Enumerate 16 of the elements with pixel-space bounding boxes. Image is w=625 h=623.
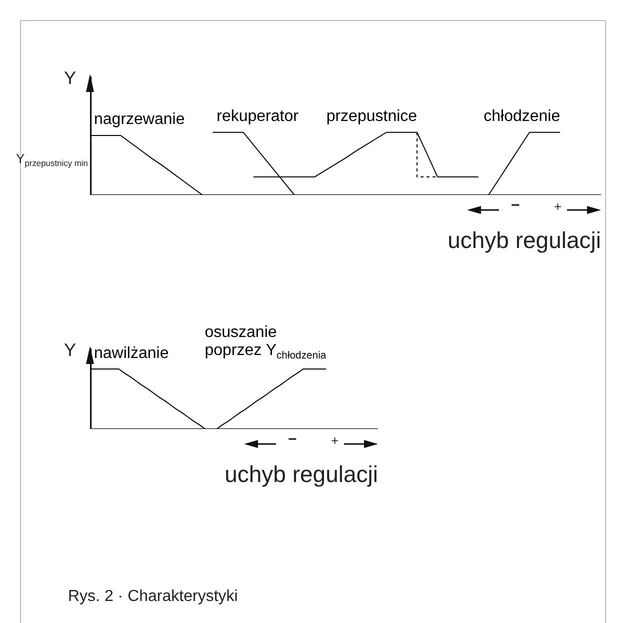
text: + bbox=[331, 433, 339, 449]
x-axis-title: uchyb regulacji bbox=[224, 461, 378, 488]
series-label: przepustnice bbox=[326, 108, 418, 126]
series-label: nawilżanie bbox=[94, 344, 169, 363]
x-axis-title: uchyb regulacji bbox=[448, 227, 601, 254]
text: + bbox=[554, 199, 562, 215]
series-label: osuszanie poprzez Y$_{chłodzenia}$ bbox=[204, 324, 326, 363]
series-label: chłodzenie bbox=[484, 108, 560, 126]
y-axis-title: Y bbox=[64, 340, 76, 361]
y-axis-title: Y bbox=[64, 68, 76, 89]
text: Rys. 2 · Charakterystyki bbox=[68, 588, 238, 606]
text: − bbox=[511, 197, 520, 214]
text: − bbox=[288, 431, 297, 448]
series-label: rekuperator bbox=[216, 108, 298, 126]
text: Y$_{przepustnicy min}$ bbox=[16, 151, 88, 169]
series-label: nagrzewanie bbox=[94, 111, 185, 130]
